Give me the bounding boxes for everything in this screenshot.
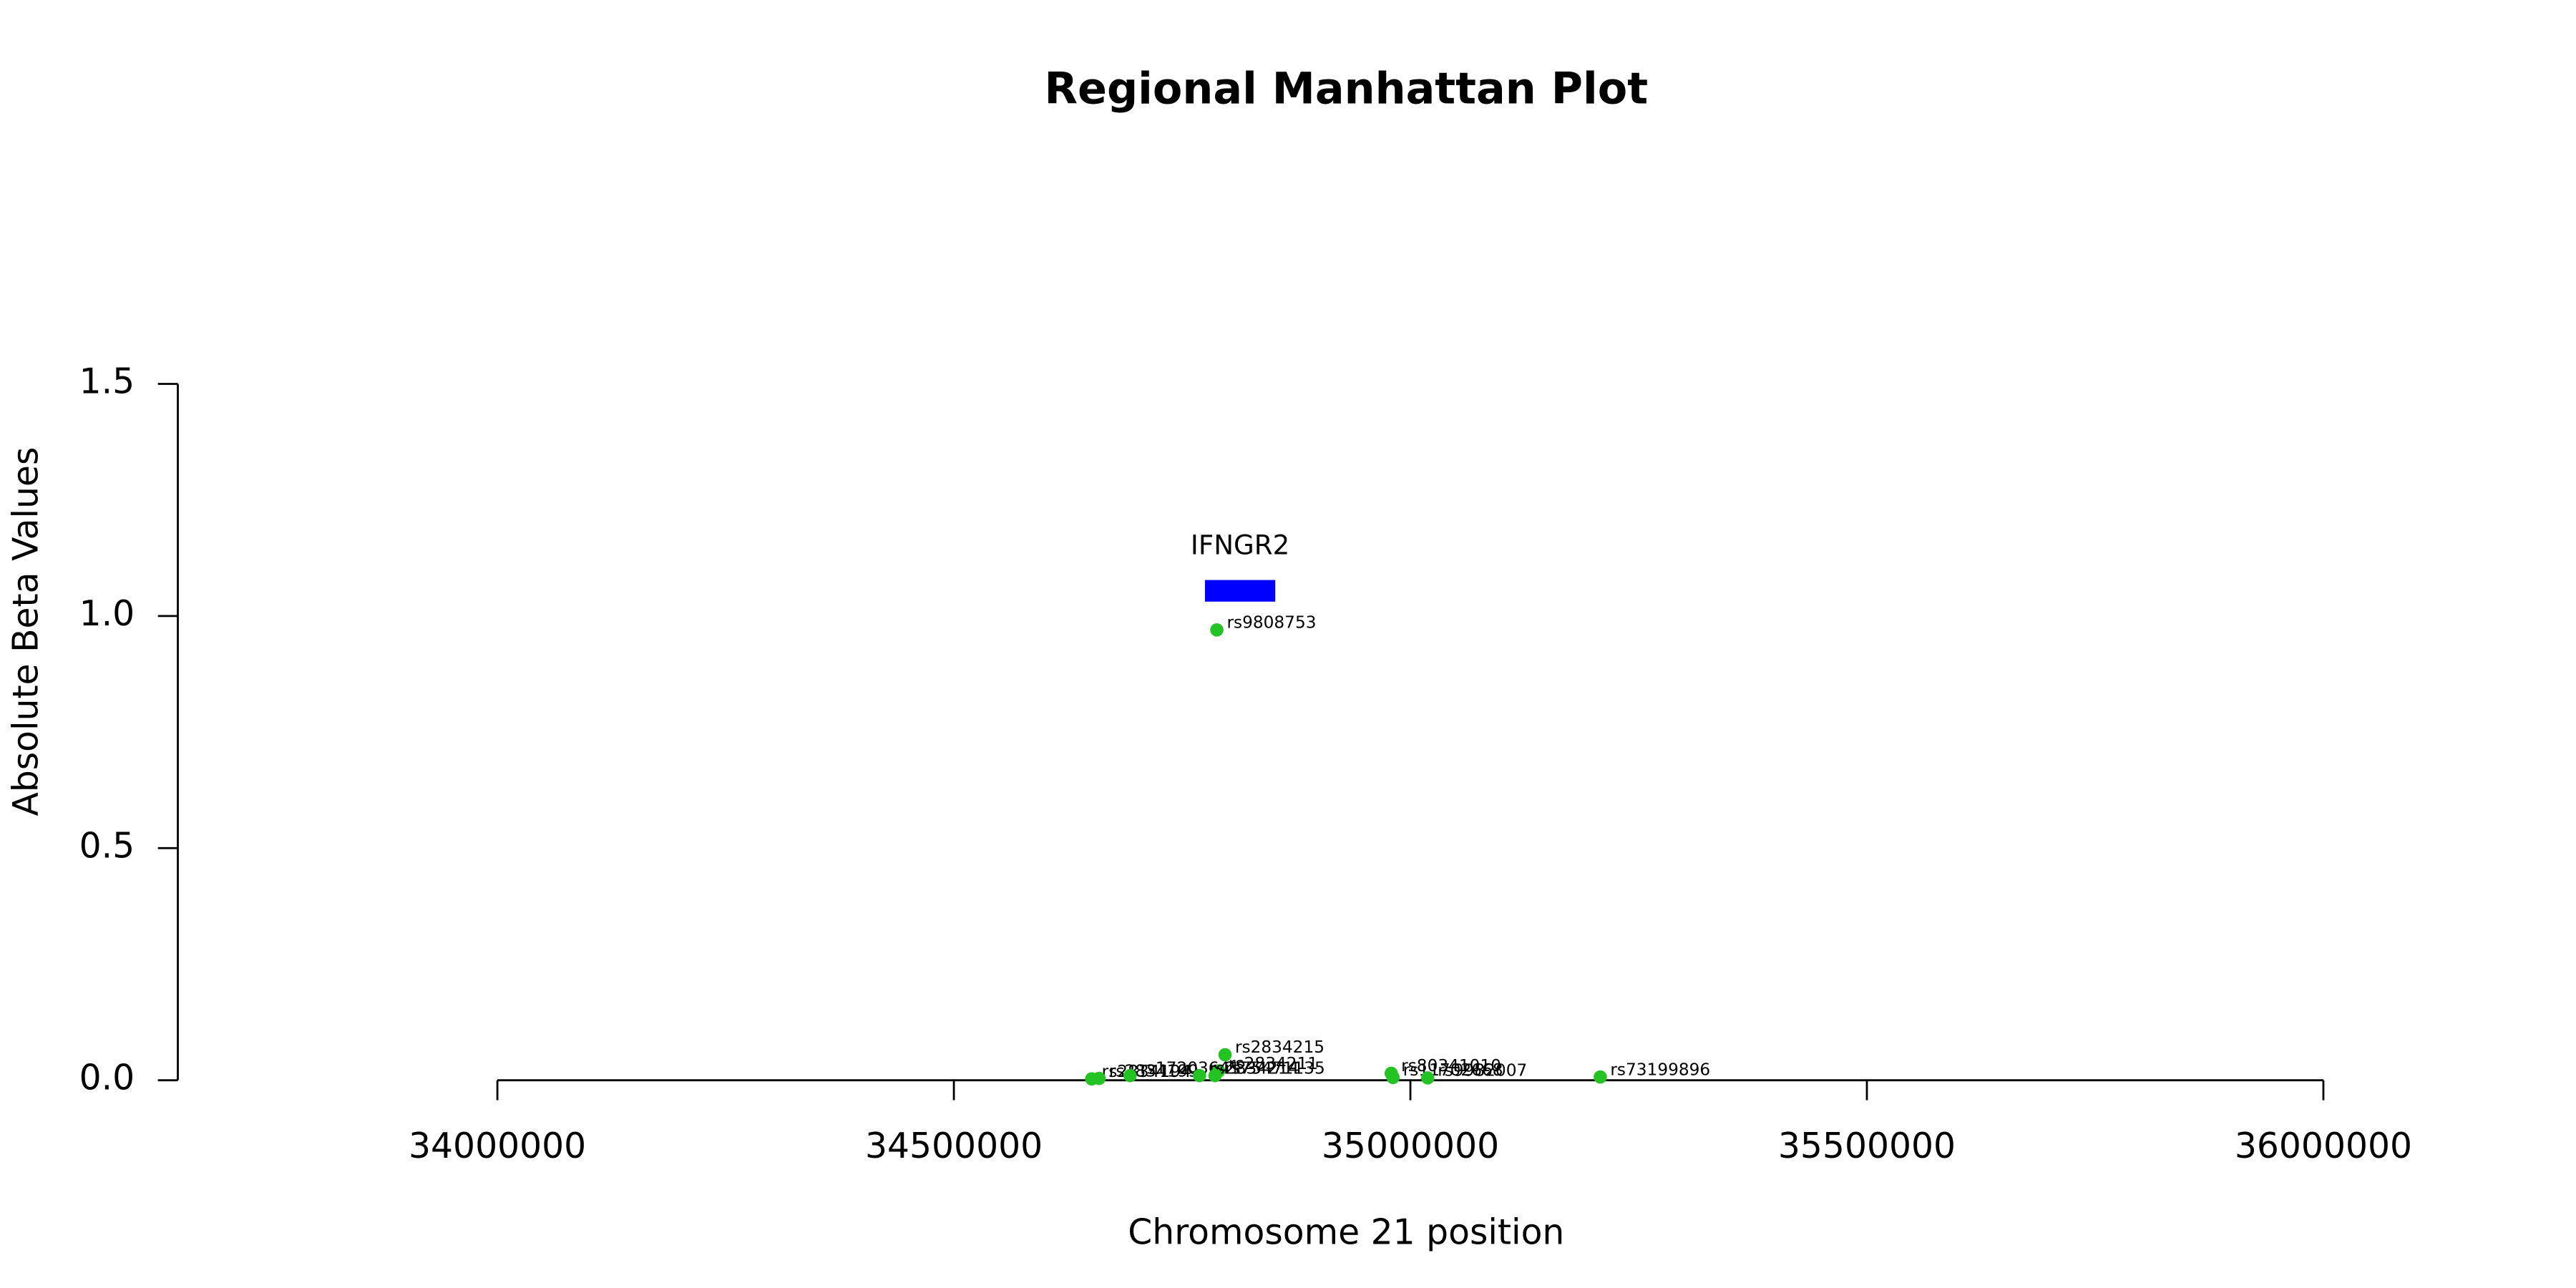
point	[1386, 1070, 1400, 1085]
y-tick-label: 0.5	[79, 825, 135, 866]
x-tick-label: 34000000	[409, 1126, 586, 1166]
x-tick-label: 36000000	[2235, 1126, 2412, 1166]
point	[1594, 1070, 1607, 1084]
x-tick-label: 35500000	[1778, 1126, 1956, 1166]
point-label: rs17203641	[1140, 1058, 1240, 1078]
point-label: rs2834214	[1209, 1058, 1299, 1078]
point-label: rs2834211	[1229, 1054, 1318, 1073]
point	[1123, 1068, 1137, 1083]
point-label: rs75471135	[1225, 1058, 1325, 1078]
point-label: rs2834215	[1235, 1038, 1324, 1057]
point	[1208, 1068, 1222, 1083]
y-tick-label: 1.5	[79, 361, 135, 402]
x-axis-label: Chromosome 21 position	[1128, 1212, 1564, 1253]
gene-box	[1204, 580, 1276, 602]
point	[1192, 1068, 1206, 1083]
x-tick-label: 35000000	[1322, 1126, 1499, 1166]
point	[1420, 1071, 1435, 1085]
point-label: rs73199896	[1610, 1060, 1710, 1079]
y-axis-label: Absolute Beta Values	[5, 447, 46, 816]
point-label: rs2834194	[1102, 1062, 1191, 1081]
chart-title: Regional Manhattan Plot	[1045, 64, 1649, 114]
point	[1210, 623, 1224, 637]
point-label: rs9808753	[1226, 613, 1316, 633]
point	[1092, 1071, 1106, 1085]
gene-label: IFNGR2	[1191, 530, 1289, 561]
x-tick-label: 34500000	[865, 1126, 1043, 1166]
point-label: rs80341010	[1401, 1056, 1501, 1075]
point-label: rs9982007	[1438, 1061, 1527, 1080]
point-label: rs11702668	[1403, 1060, 1503, 1080]
point	[1218, 1048, 1232, 1062]
y-tick-label: 0.0	[79, 1058, 135, 1098]
y-tick-label: 1.0	[79, 593, 135, 634]
